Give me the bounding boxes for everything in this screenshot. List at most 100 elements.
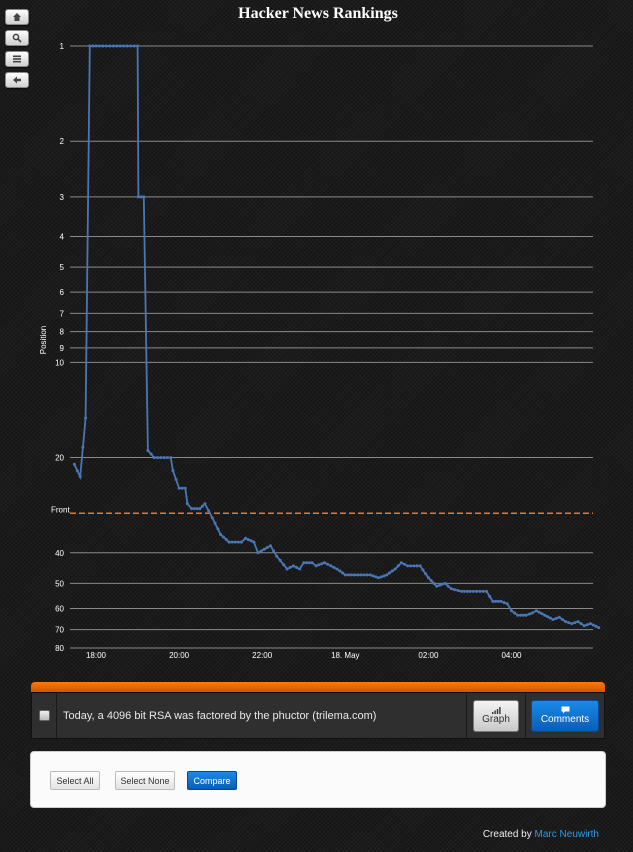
data-point	[75, 469, 79, 473]
data-point	[249, 539, 253, 543]
data-point	[118, 44, 122, 48]
data-point	[91, 44, 95, 48]
data-point	[502, 601, 506, 605]
data-point	[429, 579, 433, 583]
data-point	[177, 486, 181, 490]
data-point	[139, 195, 143, 199]
data-point	[132, 44, 136, 48]
data-point	[159, 456, 163, 460]
data-point	[246, 538, 250, 542]
select-all-button[interactable]: Select All	[50, 771, 100, 790]
data-point	[462, 589, 466, 593]
y-tick-label: 2	[60, 137, 65, 146]
chart-title: Hacker News Rankings	[238, 5, 398, 22]
compare-button[interactable]: Compare	[187, 771, 237, 790]
data-point	[591, 623, 595, 627]
list-button[interactable]	[5, 51, 29, 67]
comments-button[interactable]: Comments	[531, 699, 599, 732]
story-checkbox-cell	[32, 693, 57, 738]
author-link[interactable]: Marc Neuwirth	[534, 829, 599, 840]
data-point	[244, 536, 248, 540]
data-point	[162, 456, 166, 460]
data-point	[440, 582, 444, 586]
data-point	[390, 569, 394, 573]
data-point	[456, 589, 460, 593]
data-point	[256, 551, 260, 555]
data-point	[171, 469, 175, 473]
data-point	[513, 611, 517, 615]
story-row: Today, a 4096 bit RSA was factored by th…	[31, 692, 605, 739]
y-tick-label: 1	[60, 42, 65, 51]
x-tick-label: 02:00	[418, 651, 439, 660]
data-point	[180, 486, 184, 490]
data-point	[285, 567, 289, 571]
data-point	[265, 546, 269, 549]
data-point	[239, 540, 243, 544]
back-button[interactable]	[5, 72, 29, 88]
x-tick-label: 04:00	[501, 651, 522, 660]
data-point	[192, 507, 196, 511]
data-point	[551, 618, 555, 621]
data-point	[262, 547, 266, 551]
data-point	[335, 567, 339, 571]
data-point	[269, 544, 272, 548]
data-point	[582, 624, 586, 628]
data-point	[98, 44, 101, 48]
data-point	[524, 613, 528, 617]
data-point	[174, 477, 178, 481]
y-tick-label: 4	[60, 232, 65, 241]
data-point	[393, 567, 397, 571]
data-point	[491, 599, 495, 603]
data-point	[295, 565, 298, 569]
search-icon	[12, 33, 22, 43]
data-point	[298, 567, 302, 571]
data-point	[88, 44, 92, 48]
data-point	[540, 612, 544, 616]
data-point	[122, 44, 126, 48]
story-title[interactable]: Today, a 4096 bit RSA was factored by th…	[57, 693, 467, 738]
data-point	[468, 589, 472, 593]
data-point	[338, 569, 342, 573]
list-icon	[13, 55, 21, 63]
y-tick-label: 80	[55, 644, 64, 653]
story-checkbox[interactable]	[38, 710, 50, 721]
data-point	[142, 195, 146, 199]
data-point	[291, 564, 295, 568]
search-button[interactable]	[5, 30, 29, 46]
footer: Created by Marc Neuwirth	[483, 829, 599, 840]
x-tick-label: 20:00	[169, 651, 190, 660]
data-point	[111, 44, 115, 48]
data-point	[554, 616, 558, 620]
y-tick-label: 6	[60, 288, 65, 297]
data-point	[272, 549, 276, 553]
data-point	[435, 584, 439, 588]
data-point	[510, 609, 513, 613]
data-point	[302, 561, 306, 565]
bar-chart-icon	[491, 706, 501, 714]
data-point	[379, 575, 383, 579]
data-point	[332, 565, 336, 569]
data-point	[412, 564, 416, 568]
data-point	[129, 44, 133, 48]
data-point	[288, 565, 292, 569]
data-point	[421, 568, 425, 572]
data-point	[136, 44, 140, 48]
data-point	[478, 589, 482, 593]
data-point	[213, 521, 217, 525]
data-point	[166, 456, 169, 460]
data-point	[252, 540, 256, 544]
data-point	[207, 509, 211, 513]
data-point	[317, 563, 321, 567]
data-point	[496, 599, 500, 603]
home-button[interactable]	[5, 9, 29, 25]
data-point	[443, 581, 447, 585]
data-point	[230, 540, 234, 544]
y-tick-label: 10	[55, 358, 64, 367]
data-point	[374, 575, 378, 579]
data-point	[219, 532, 223, 536]
graph-button[interactable]: Graph	[473, 699, 519, 732]
select-none-button[interactable]: Select None	[115, 771, 175, 790]
data-point	[388, 571, 392, 575]
data-point	[438, 583, 441, 587]
data-point	[377, 576, 380, 580]
